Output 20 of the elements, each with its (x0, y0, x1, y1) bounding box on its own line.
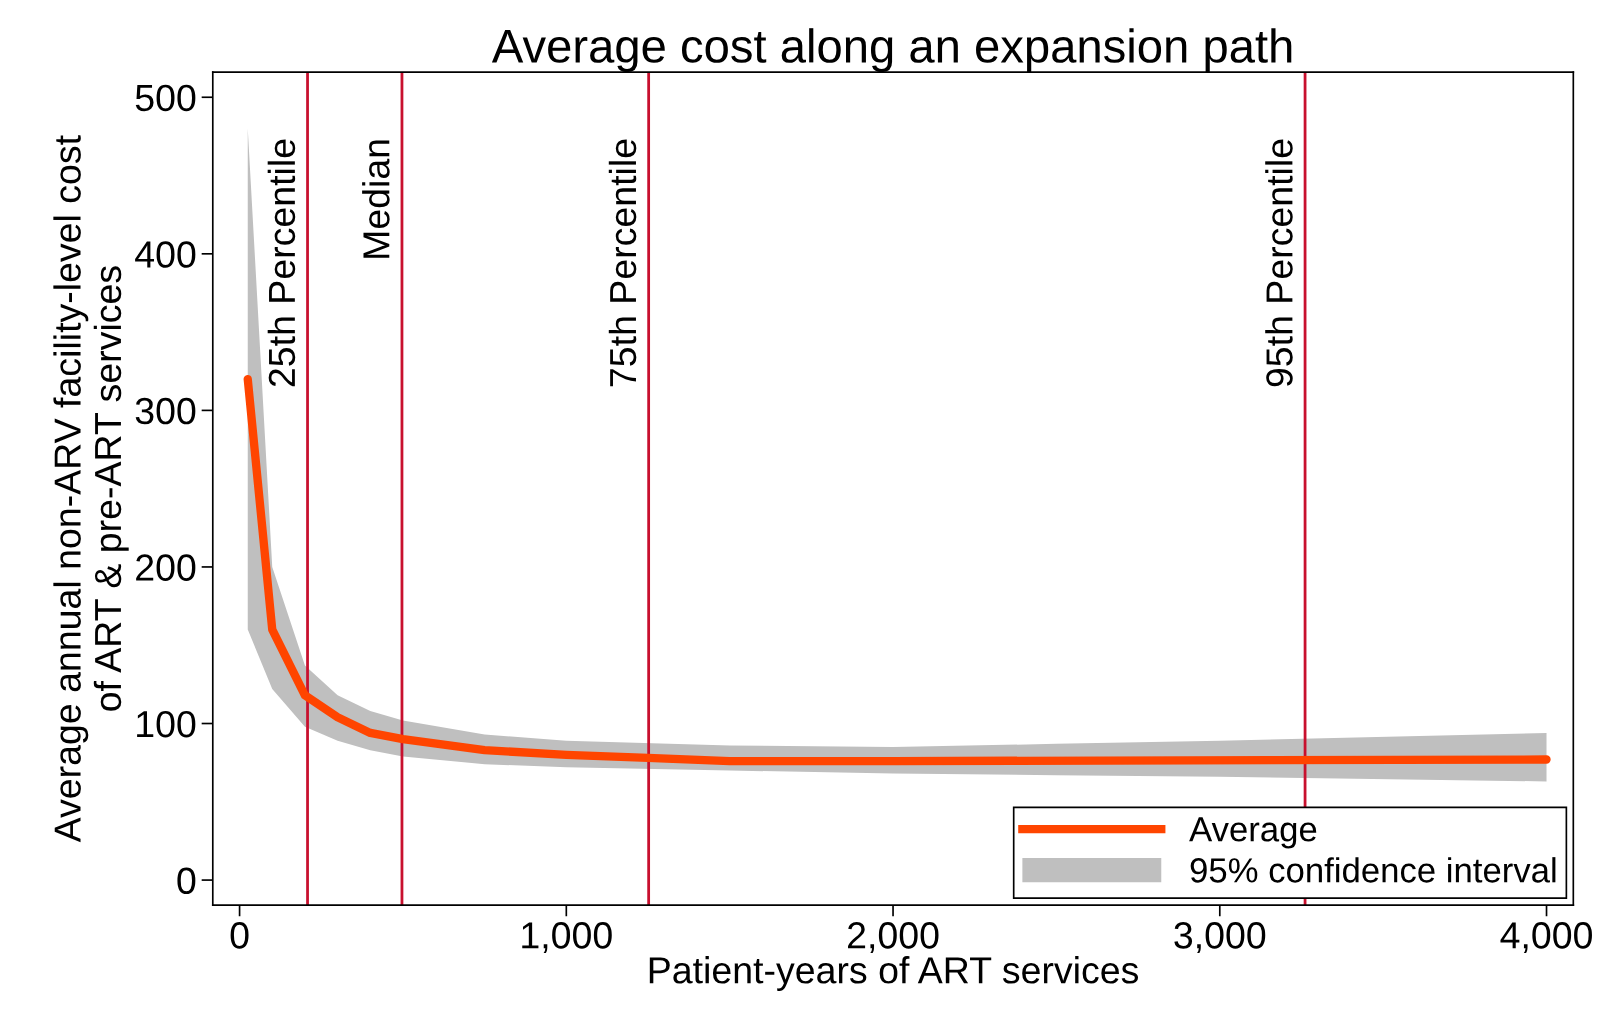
chart-title: Average cost along an expansion path (491, 28, 1292, 73)
x-tick-label: 0 (230, 922, 249, 949)
x-axis-title: Patient-years of ART services (649, 956, 1139, 992)
y-tick-label: 500 (135, 84, 196, 112)
ref-line-label: 95th Percentile (1265, 139, 1293, 387)
y-tick-label: 100 (137, 710, 196, 738)
y-axis-title: Average annual non-ARV facility-level cost of ART & pre-ART services (53, 135, 129, 843)
y-tick-label: 0 (177, 867, 196, 895)
x-tick-label: 2,000 (848, 922, 939, 954)
y-tick-label: 400 (135, 241, 196, 268)
ref-line-label: Median (362, 140, 390, 258)
ref-line-label: 25th Percentile (267, 139, 296, 387)
y-tick-label: 200 (136, 554, 196, 581)
x-tick-label: 4,000 (1500, 922, 1592, 954)
y-tick-label: 300 (135, 397, 196, 425)
ref-line-label: 75th Percentile (608, 139, 637, 387)
x-tick-label: 1,000 (522, 922, 612, 954)
x-tick-label: 3,000 (1174, 922, 1266, 954)
legend-label: 95% confidence interval (1190, 857, 1556, 883)
legend-label: Average (1189, 817, 1317, 849)
